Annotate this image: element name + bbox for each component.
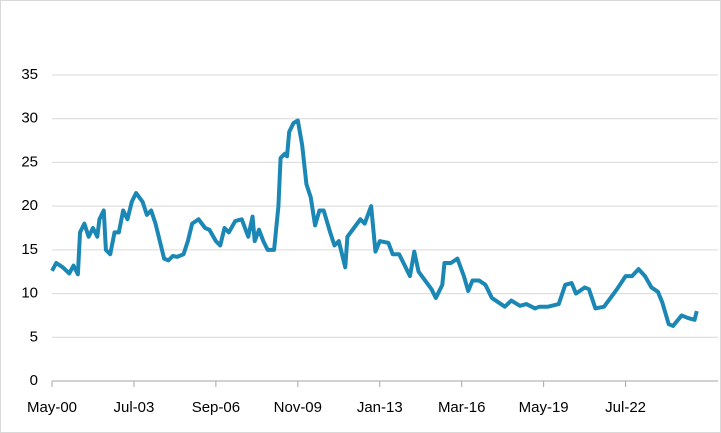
- x-tick-label: Sep-06: [192, 399, 240, 416]
- y-tick-label: 0: [30, 372, 38, 389]
- x-tick-label: Jul-22: [605, 399, 646, 416]
- x-tick-label: May-00: [27, 399, 77, 416]
- y-tick-label: 35: [21, 66, 38, 83]
- series-line: [50, 118, 699, 328]
- x-tick-label: Jan-13: [357, 399, 403, 416]
- y-tick-label: 30: [21, 110, 38, 127]
- y-tick-label: 25: [21, 153, 38, 170]
- y-tick-label: 15: [21, 241, 38, 258]
- x-tick-label: Mar-16: [438, 399, 486, 416]
- y-tick-label: 5: [30, 328, 38, 345]
- y-tick-label: 10: [21, 285, 38, 302]
- y-tick-label: 20: [21, 197, 38, 214]
- x-tick-label: Jul-03: [114, 399, 155, 416]
- x-tick-label: Nov-09: [274, 399, 322, 416]
- x-tick-label: May-19: [519, 399, 569, 416]
